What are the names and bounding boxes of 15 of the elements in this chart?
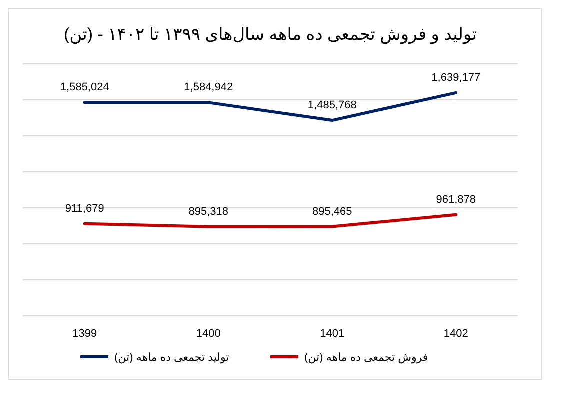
- data-label: 911,679: [65, 202, 104, 215]
- x-tick-label: 1402: [444, 328, 468, 340]
- data-label: 1,585,024: [60, 82, 110, 94]
- data-label: 1,485,768: [308, 100, 357, 112]
- chart-title: تولید و فروش تجمعی ده ماهه سال‌های ۱۳۹۹ تا ۱۴۰۲ - (تن): [64, 25, 478, 45]
- x-tick-label: 1399: [72, 328, 98, 340]
- data-label: 1,584,942: [184, 82, 234, 94]
- x-tick-label: 1400: [196, 328, 221, 340]
- legend-label: تولید تجمعی ده ماهه (تن): [114, 352, 230, 364]
- data-label: 895,465: [312, 206, 352, 218]
- data-label: 895,318: [188, 206, 229, 218]
- data-label: 961,878: [436, 194, 476, 206]
- x-tick-label: 1401: [320, 328, 345, 340]
- legend-label: فروش تجمعی ده ماهه (تن): [304, 352, 428, 364]
- data-label: 1,639,177: [432, 72, 481, 84]
